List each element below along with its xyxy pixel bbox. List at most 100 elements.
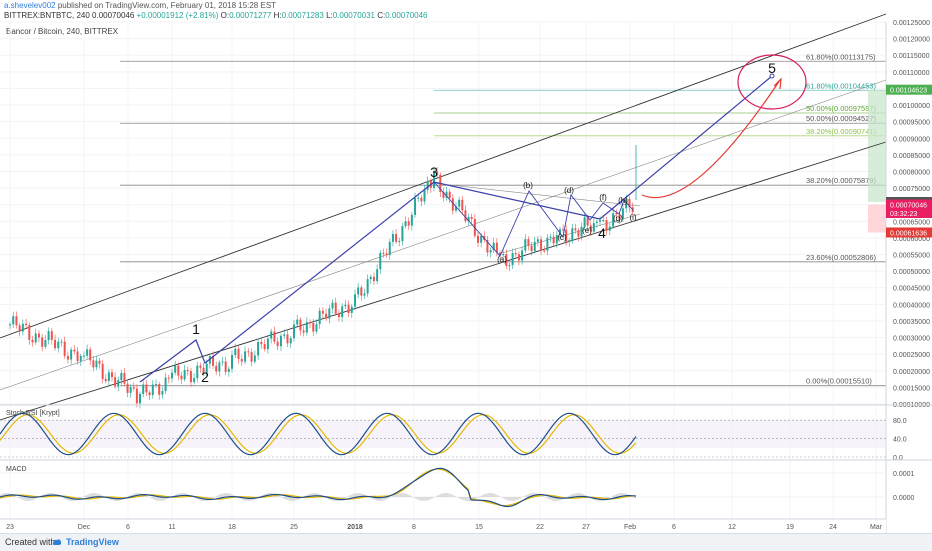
candle-body [257,342,260,356]
date-axis[interactable]: 23 Dec 6 11 18 25 2018 8 15 22 27 Feb 6 12 19 24 Mar [0,518,886,533]
change-value: +0.00001912 (+2.81%) [136,11,219,20]
candle-body [398,241,401,243]
price-tick-label: 0.00125000 [893,20,930,27]
ohlc-h: 0.00071283 [281,11,324,20]
candle-body [337,313,340,318]
candle-body [183,369,186,380]
candle-body [135,388,138,404]
candle-body [602,220,605,222]
candle-body [260,342,263,345]
candle-body [391,234,394,242]
candle-body [407,221,410,226]
macd-level-label: 0.0001 [893,471,915,478]
price-tick-label: 0.00085000 [893,153,930,160]
candle-body [552,236,555,244]
elliott-wave-line [139,75,773,383]
candle-body [530,245,533,252]
candle-body [164,377,167,392]
target-circle [737,54,807,110]
candle-body [492,242,495,250]
tradingview-link[interactable]: TradingView [66,537,119,547]
candle-body [296,319,299,325]
candle-body [205,363,208,374]
price-tick-label: 0.00080000 [893,169,930,176]
candle-body [533,241,536,252]
wave-label: 1 [192,321,200,337]
fib-level-label: 23.60%(0.00052806) [806,253,877,262]
candle-body [101,363,104,380]
candle-body [215,365,218,372]
candle-body [325,313,328,319]
macd-level-label: 0.0000 [893,495,915,502]
candle-body [586,217,589,226]
price-tick-label: 0.00045000 [893,286,930,293]
date-tick-label: 22 [536,524,544,531]
candle-body [263,344,266,350]
date-tick-label: 25 [290,524,298,531]
fib-levels: 61.80%(0.00113175)61.80%(0.00104453)50.0… [120,52,886,387]
chart-svg[interactable]: Bancor / Bitcoin, 240, BITTREX 61.80%(0.… [0,0,932,533]
candle-body [615,213,618,215]
candle-body [158,384,161,395]
candle-body [189,371,192,383]
candle-body [34,333,37,343]
candle-body [423,189,426,202]
stoch-band [0,420,886,448]
candle-body [618,214,621,220]
subwave-line [433,181,634,257]
price-tick-label: 0.00075000 [893,186,930,193]
candle-body [321,310,324,314]
candle-body [527,239,530,246]
author-link[interactable]: a.shevelev002 [4,1,56,10]
candle-body [73,349,76,352]
series-title: Bancor / Bitcoin, 240, BITTREX [6,27,119,36]
candle-body [114,377,117,387]
date-tick-label: 15 [475,524,483,531]
candle-body [196,365,199,379]
candle-body [599,220,601,222]
candle-body [420,197,423,202]
date-tick-label: 18 [228,524,236,531]
candle-body [126,383,129,393]
ohlc-l: 0.00070031 [332,11,375,20]
date-tick-label: 19 [786,524,794,531]
candle-body [467,216,470,222]
candle-body [63,341,66,356]
candle-body [86,349,89,356]
candle-body [212,355,215,366]
price-badge-label: 03:32:23 [890,211,917,218]
header-price: 0.00070046 [92,11,135,20]
stop-zone [868,204,886,233]
candle-body [495,242,498,253]
candle-body [404,221,407,227]
price-tick-label: 0.00090000 [893,136,930,143]
candle-body [577,230,580,237]
channel-bottom-line [0,141,887,421]
candle-body [66,355,69,360]
candle-body [442,192,445,198]
candle-body [31,339,34,343]
candle-body [145,384,148,393]
stoch-rsi-pane: 80.0 40.0 0.0 Stoch RSI [Krypt] [0,404,932,462]
candle-body [341,306,344,318]
candles [9,145,637,409]
candle-body [286,334,289,344]
wave-label: 4 [598,225,606,241]
candle-body [177,365,180,376]
candle-body [376,269,379,282]
candle-body [350,306,353,313]
candle-body [363,293,366,296]
candle-body [54,339,57,349]
subwave-label: (e) [582,226,592,235]
candle-body [315,324,318,332]
candle-body [395,234,398,242]
candle-body [9,324,11,326]
candle-body [540,239,543,251]
date-tick-label: 23 [6,524,14,531]
candle-body [521,250,524,261]
candle-body [129,387,132,393]
subwave-label: (g) [613,214,623,223]
candle-body [247,351,250,353]
price-badge-label: 0.00070046 [890,203,927,210]
trend-channel [0,13,887,421]
